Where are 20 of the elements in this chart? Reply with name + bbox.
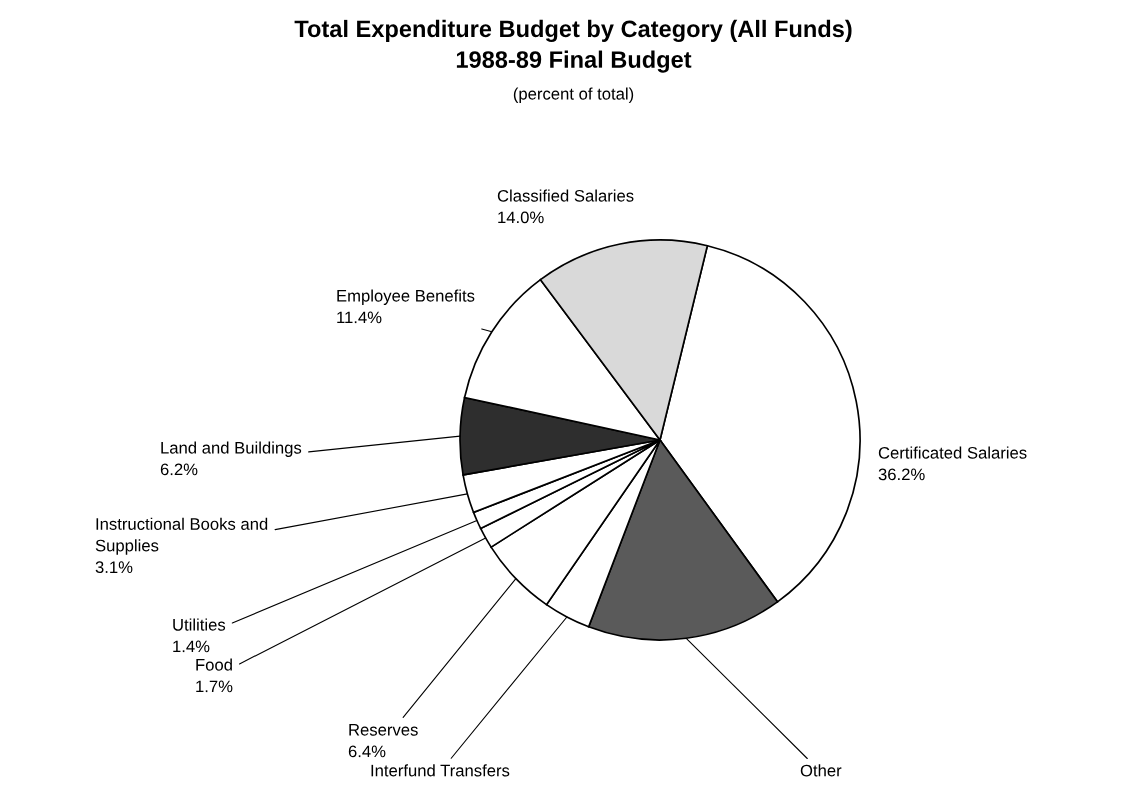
- slice-label: Classified Salaries: [497, 189, 634, 202]
- slice-label: Reserves: [349, 724, 418, 736]
- slice-label: Land and Buildings: [161, 441, 302, 457]
- slice-label: Utilities: [173, 618, 226, 631]
- slice-label: Instructional Books and Supplies: [95, 517, 268, 555]
- data-label: 1.7%: [196, 680, 233, 693]
- slice-label: Food: [196, 658, 232, 671]
- data-label: 6.2%: [160, 463, 198, 476]
- data-label: 1.4%: [173, 640, 210, 653]
- data-label: 6.4%: [348, 745, 386, 758]
- chart-title: Total Expenditure Budget by Category (All Funds) 1988-89 Final Budget: [294, 19, 852, 73]
- slice-label: Certificated Salaries: [878, 446, 1027, 459]
- slice-label: Employee Benefits: [337, 289, 475, 305]
- data-label: 11.4%: [337, 311, 382, 324]
- data-label: 36.2%: [878, 468, 925, 481]
- slice-label: Interfund Transfers: [371, 764, 510, 777]
- chart-subtitle: (percent of total): [513, 87, 634, 103]
- slice-label: Other: [800, 764, 842, 777]
- data-label: 3.1%: [95, 561, 133, 574]
- data-label: 14.0%: [498, 211, 544, 224]
